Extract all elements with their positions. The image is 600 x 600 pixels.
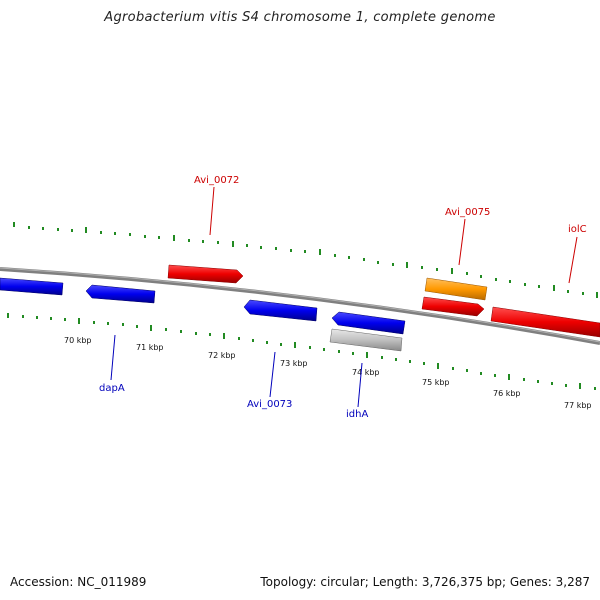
tick-labels: 70 kbp 71 kbp 72 kbp 73 kbp 74 kbp 75 kb… <box>64 336 592 410</box>
tick-label: 73 kbp <box>280 359 308 368</box>
backbone-line <box>0 267 600 345</box>
gene-label-dapA: dapA <box>99 383 125 394</box>
gene-label-avi-0075: Avi_0075 <box>445 207 490 218</box>
label-leaders <box>110 186 578 408</box>
gene-arrow-idhA[interactable] <box>331 311 406 335</box>
feature-gray[interactable] <box>329 328 403 352</box>
tick-label: 71 kbp <box>136 343 164 352</box>
gene-arrow-avi-0075[interactable] <box>421 296 485 317</box>
tick-label: 77 kbp <box>564 401 592 410</box>
tick-label: 76 kbp <box>493 389 521 398</box>
gene-labels: Avi_0072 Avi_0075 iolC dapA Avi_0073 idh… <box>99 175 587 420</box>
tick-label: 75 kbp <box>422 378 450 387</box>
backbone-highlight <box>0 267 600 343</box>
tick-label: 74 kbp <box>352 368 380 377</box>
gene-arrow-avi-0072[interactable] <box>167 264 244 284</box>
tick-label: 72 kbp <box>208 351 236 360</box>
gene-arrow-iolC[interactable] <box>490 306 600 338</box>
upper-tick-row <box>13 222 598 298</box>
gene-label-iolC: iolC <box>568 224 587 235</box>
reverse-features <box>0 277 406 352</box>
feature-orange[interactable] <box>424 277 488 301</box>
tick-label: 70 kbp <box>64 336 92 345</box>
forward-features <box>167 264 600 338</box>
gene-label-avi-0072: Avi_0072 <box>194 175 239 186</box>
gene-arrow-left-edge[interactable] <box>0 277 64 296</box>
lower-tick-row <box>7 313 596 390</box>
gene-arrow-dapA[interactable] <box>85 284 156 304</box>
map-title: Agrobacterium vitis S4 chromosome 1, com… <box>104 10 496 25</box>
accession-text: Accession: NC_011989 <box>10 575 147 589</box>
gene-arrow-avi-0073[interactable] <box>243 299 318 322</box>
genome-summary-text: Topology: circular; Length: 3,726,375 bp… <box>260 575 590 589</box>
gene-label-idhA: idhA <box>346 409 368 420</box>
gene-label-avi-0073: Avi_0073 <box>247 399 292 410</box>
